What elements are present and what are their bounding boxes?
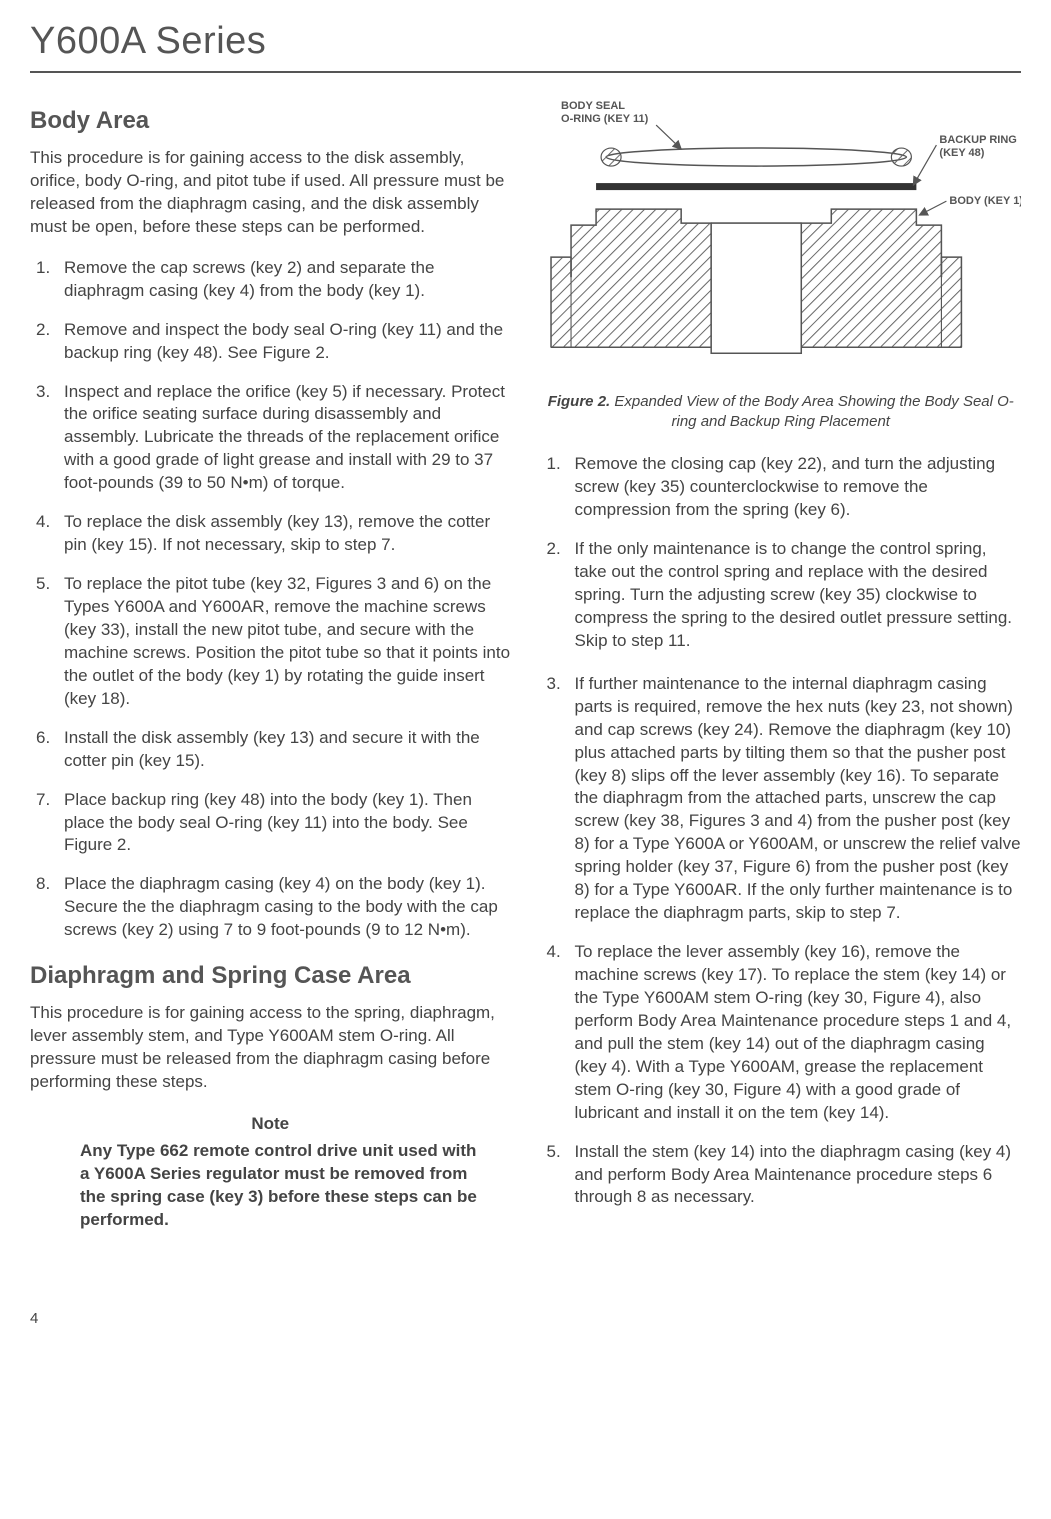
label-backup-1: BACKUP RING: [939, 134, 1016, 146]
step-item: To replace the pitot tube (key 32, Figur…: [36, 573, 511, 711]
step-item: To replace the lever assembly (key 16), …: [547, 941, 1022, 1125]
figure-2-svg: BODY SEAL O-RING (KEY 11) BACKUP RING (K…: [541, 97, 1022, 377]
step-item: Place backup ring (key 48) into the body…: [36, 789, 511, 858]
step-item: Place the diaphragm casing (key 4) on th…: [36, 873, 511, 942]
label-backup-2: (KEY 48): [939, 147, 984, 159]
left-column: Body Area This procedure is for gaining …: [30, 97, 511, 1250]
label-body: BODY (KEY 1): [949, 195, 1021, 207]
diaphragm-intro: This procedure is for gaining access to …: [30, 1002, 511, 1094]
figure-caption: Figure 2. Expanded View of the Body Area…: [541, 392, 1022, 431]
label-oring-2: O-RING (KEY 11): [561, 113, 649, 125]
figure-2: BODY SEAL O-RING (KEY 11) BACKUP RING (K…: [541, 97, 1022, 431]
right-column: BODY SEAL O-RING (KEY 11) BACKUP RING (K…: [541, 97, 1022, 1250]
note-body: Any Type 662 remote control drive unit u…: [30, 1140, 511, 1232]
title-rule: [30, 71, 1021, 73]
diaphragm-heading: Diaphragm and Spring Case Area: [30, 962, 511, 990]
body-area-intro: This procedure is for gaining access to …: [30, 147, 511, 239]
diaphragm-steps-b: If further maintenance to the internal d…: [541, 673, 1022, 1210]
step-item: To replace the disk assembly (key 13), r…: [36, 511, 511, 557]
label-oring-1: BODY SEAL: [561, 100, 625, 112]
note-heading: Note: [30, 1114, 511, 1134]
figure-caption-text: Expanded View of the Body Area Showing t…: [610, 393, 1014, 430]
step-item: Install the stem (key 14) into the diaph…: [547, 1141, 1022, 1210]
body-area-steps: Remove the cap screws (key 2) and separa…: [30, 257, 511, 942]
step-item: Remove and inspect the body seal O-ring …: [36, 319, 511, 365]
step-item: Remove the closing cap (key 22), and tur…: [547, 453, 1022, 522]
page-number: 4: [30, 1310, 1021, 1327]
step-item: Install the disk assembly (key 13) and s…: [36, 727, 511, 773]
figure-caption-bold: Figure 2.: [548, 393, 611, 410]
series-title: Y600A Series: [30, 20, 1021, 63]
step-item: Remove the cap screws (key 2) and separa…: [36, 257, 511, 303]
step-item: If further maintenance to the internal d…: [547, 673, 1022, 925]
step-item: Inspect and replace the orifice (key 5) …: [36, 381, 511, 496]
diaphragm-steps-a: Remove the closing cap (key 22), and tur…: [541, 453, 1022, 653]
step-item: If the only maintenance is to change the…: [547, 538, 1022, 653]
body-area-heading: Body Area: [30, 107, 511, 135]
